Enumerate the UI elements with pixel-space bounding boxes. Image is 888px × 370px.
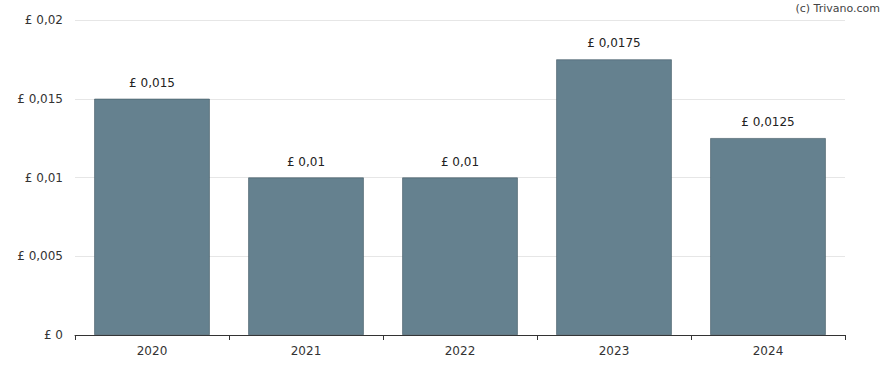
svg-text:£ 0,0175: £ 0,0175 xyxy=(587,36,640,50)
svg-text:2024: 2024 xyxy=(753,344,784,358)
svg-text:2023: 2023 xyxy=(599,344,630,358)
svg-text:£ 0,015: £ 0,015 xyxy=(17,92,63,106)
svg-text:2020: 2020 xyxy=(137,344,168,358)
svg-text:£ 0,0125: £ 0,0125 xyxy=(741,115,794,129)
svg-text:£ 0,005: £ 0,005 xyxy=(17,249,63,263)
svg-text:(c) Trivano.com: (c) Trivano.com xyxy=(795,2,880,15)
svg-text:£ 0,01: £ 0,01 xyxy=(441,155,479,169)
svg-text:£ 0,01: £ 0,01 xyxy=(25,171,63,185)
svg-text:£ 0,02: £ 0,02 xyxy=(25,13,63,27)
svg-text:£ 0,01: £ 0,01 xyxy=(287,155,325,169)
svg-text:2022: 2022 xyxy=(445,344,476,358)
svg-text:2021: 2021 xyxy=(291,344,322,358)
svg-text:£ 0: £ 0 xyxy=(44,328,63,342)
svg-text:£ 0,015: £ 0,015 xyxy=(129,76,175,90)
